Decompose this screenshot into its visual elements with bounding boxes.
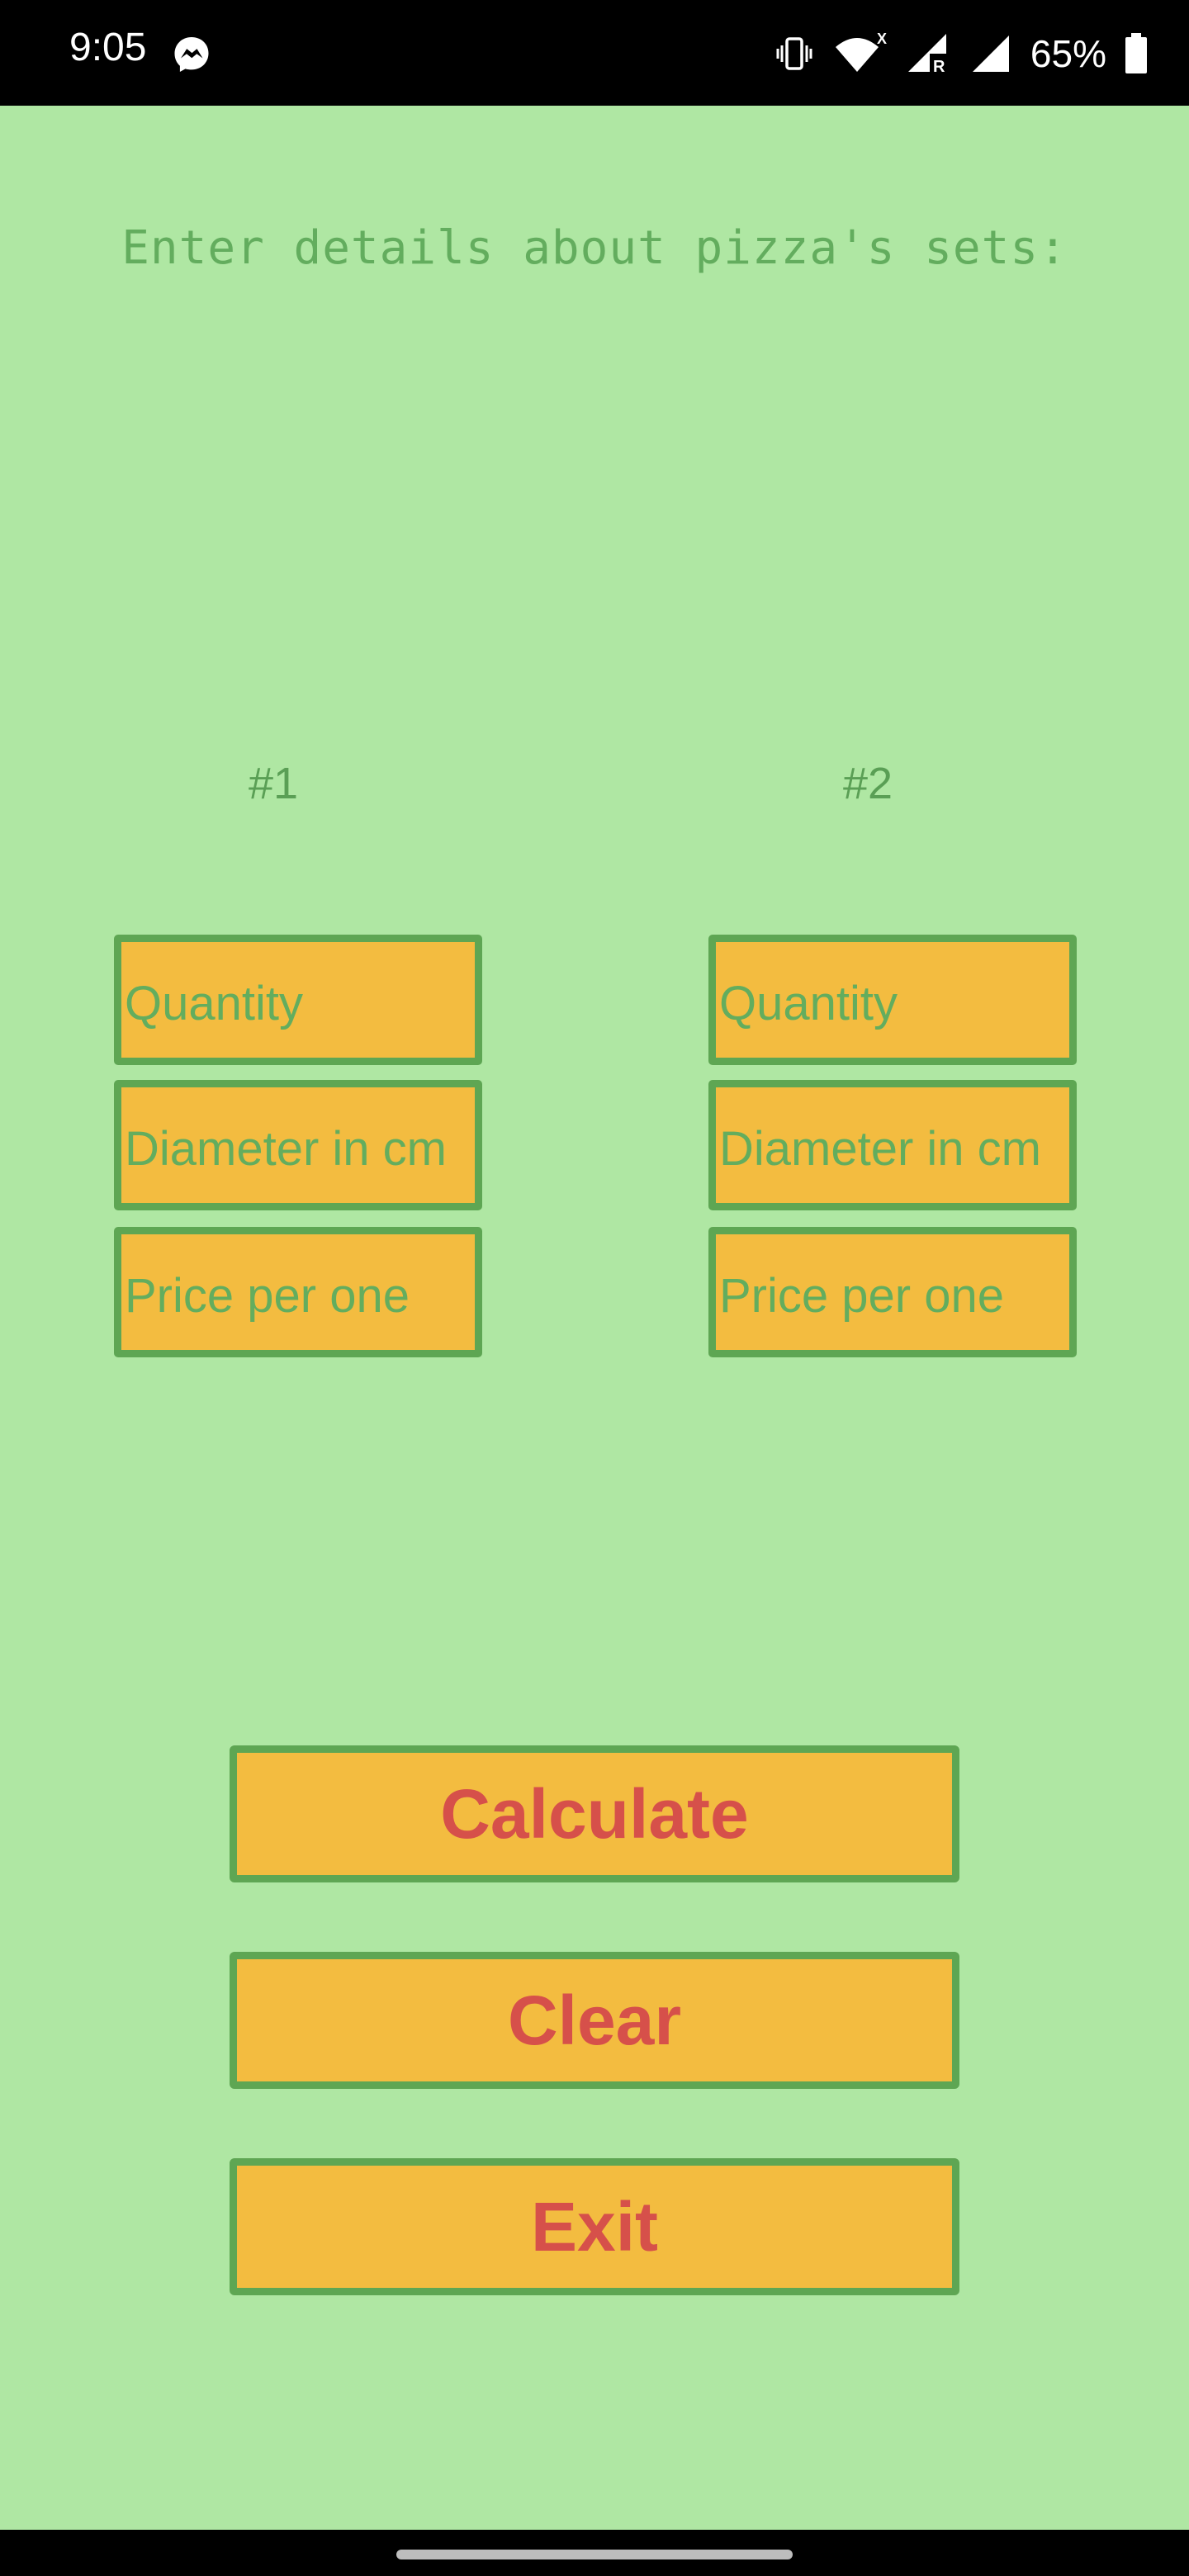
wifi-icon: X [835, 31, 887, 72]
page-title: Enter details about pizza's sets: [121, 221, 1068, 275]
battery-icon [1125, 33, 1147, 73]
price-field-2-container [708, 1227, 1077, 1357]
status-bar: 9:05 X R 65% [0, 0, 1189, 106]
diameter-input-1[interactable] [121, 1087, 475, 1203]
signal-icon [972, 36, 1009, 72]
navigation-bar [0, 2530, 1189, 2576]
price-field-1-container [114, 1227, 482, 1357]
diameter-input-2[interactable] [716, 1087, 1069, 1203]
diameter-field-2-container [708, 1080, 1077, 1210]
vibrate-icon [776, 37, 812, 70]
quantity-input-2[interactable] [716, 942, 1069, 1058]
calculate-button[interactable]: Calculate [230, 1745, 959, 1882]
status-icons: X R 65% [775, 25, 1148, 83]
price-input-1[interactable] [121, 1234, 475, 1350]
svg-text:R: R [933, 58, 945, 76]
messenger-icon [174, 37, 209, 72]
signal-r-icon: R [907, 34, 946, 76]
svg-text:X: X [877, 31, 887, 47]
exit-button[interactable]: Exit [230, 2158, 959, 2295]
quantity-input-1[interactable] [121, 942, 475, 1058]
quantity-field-2-container [708, 935, 1077, 1065]
app-screen: Enter details about pizza's sets: #1 #2 … [0, 106, 1189, 2530]
home-indicator[interactable] [396, 2550, 793, 2559]
set-label-1: #1 [248, 759, 299, 808]
set-label-2: #2 [842, 759, 893, 808]
clear-button[interactable]: Clear [230, 1952, 959, 2089]
status-time: 9:05 [69, 26, 147, 69]
quantity-field-1-container [114, 935, 482, 1065]
diameter-field-1-container [114, 1080, 482, 1210]
price-input-2[interactable] [716, 1234, 1069, 1350]
battery-percent: 65% [1030, 32, 1106, 75]
